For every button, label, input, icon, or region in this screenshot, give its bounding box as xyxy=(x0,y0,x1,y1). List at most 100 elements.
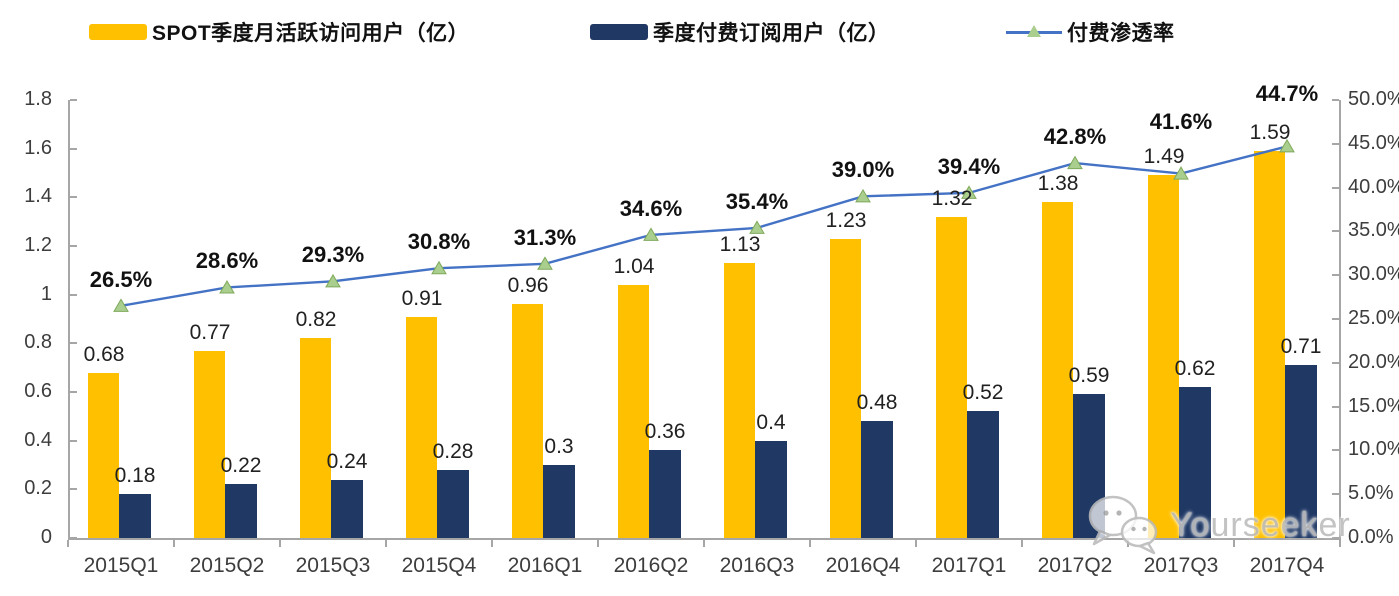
y-axis-right-tick xyxy=(1332,230,1339,233)
y-axis-left-tick xyxy=(70,342,77,345)
bar-mau xyxy=(300,338,331,538)
bar-subs-value-label: 0.59 xyxy=(1068,364,1110,388)
y-axis-right-tick xyxy=(1332,493,1339,496)
penetration-percent-label: 35.4% xyxy=(725,188,789,214)
x-axis-tick xyxy=(1233,540,1235,547)
x-axis-label: 2017Q3 xyxy=(1143,554,1219,577)
x-axis-label: 2017Q4 xyxy=(1249,554,1325,577)
bar-subs xyxy=(225,484,257,538)
y-axis-left-tick xyxy=(70,147,77,150)
y-axis-left-label: 1.6 xyxy=(24,136,52,159)
y-axis-right xyxy=(1339,100,1341,538)
y-axis-left-label: 0.6 xyxy=(24,380,52,402)
x-axis-tick xyxy=(597,540,599,547)
bar-mau xyxy=(194,350,225,538)
x-axis-label: 2017Q2 xyxy=(1037,554,1113,577)
bar-subs-value-label: 0.71 xyxy=(1280,335,1322,359)
legend-label: 付费渗透率 xyxy=(1067,22,1175,45)
x-axis-label: 2015Q4 xyxy=(401,554,477,577)
bar-mau-value-label: 1.23 xyxy=(825,208,867,232)
triangle-marker-icon xyxy=(855,188,871,203)
bar-mau xyxy=(512,304,543,538)
y-axis-left-tick xyxy=(70,439,77,442)
triangle-marker-icon xyxy=(537,256,553,270)
legend-item-0: SPOT季度月活跃访问用户（亿） xyxy=(89,20,469,45)
y-axis-right-tick xyxy=(1332,142,1339,145)
y-axis-left-tick xyxy=(70,488,77,491)
y-axis-left-label: 1.2 xyxy=(24,234,52,256)
y-axis-right-tick xyxy=(1332,361,1339,364)
penetration-percent-label: 31.3% xyxy=(513,224,577,250)
bar-subs xyxy=(861,421,893,538)
x-axis-label: 2015Q3 xyxy=(295,554,371,577)
y-axis-right-tick xyxy=(1332,274,1339,277)
y-axis-right-tick xyxy=(1332,537,1339,539)
bar-subs-value-label: 0.28 xyxy=(432,439,474,463)
bar-mau-value-label: 0.68 xyxy=(83,342,125,366)
y-axis-left-label: 0.2 xyxy=(24,477,52,500)
y-axis-right-tick xyxy=(1332,318,1339,320)
bar-subs-value-label: 0.3 xyxy=(544,435,574,458)
legend-label: 季度付费订阅用户（亿） xyxy=(653,22,890,45)
y-axis-left-label: 0.4 xyxy=(24,428,52,451)
bar-subs-value-label: 0.22 xyxy=(220,454,262,478)
bar-subs xyxy=(649,450,681,538)
bar-mau-value-label: 1.32 xyxy=(931,186,973,210)
bar-subs-value-label: 0.4 xyxy=(756,410,786,434)
legend-swatch-icon xyxy=(89,24,147,40)
triangle-marker-icon xyxy=(431,260,447,275)
y-axis-left-tick xyxy=(70,196,77,199)
x-axis xyxy=(68,538,1341,540)
bar-mau-value-label: 0.96 xyxy=(507,274,549,298)
bar-mau-value-label: 1.38 xyxy=(1037,172,1079,196)
y-axis-right-label: 50.0% xyxy=(1348,88,1399,110)
bar-mau-value-label: 1.04 xyxy=(613,254,655,278)
y-axis-right-label: 25.0% xyxy=(1348,307,1399,329)
y-axis-right-label: 0.0% xyxy=(1348,526,1394,548)
bar-mau-value-label: 0.77 xyxy=(189,320,231,344)
triangle-marker-icon xyxy=(643,227,659,241)
y-axis-left-tick xyxy=(70,293,77,296)
y-axis-left-label: 1.8 xyxy=(24,88,52,110)
bar-subs-value-label: 0.48 xyxy=(856,391,898,415)
x-axis-tick xyxy=(67,540,69,547)
x-axis-tick xyxy=(809,540,811,547)
penetration-percent-label: 30.8% xyxy=(407,229,471,255)
y-axis-right-label: 30.0% xyxy=(1348,263,1399,286)
bar-subs-value-label: 0.24 xyxy=(326,449,368,473)
bar-subs xyxy=(331,479,363,538)
x-axis-label: 2016Q4 xyxy=(825,554,901,577)
bar-subs xyxy=(1179,387,1211,538)
y-axis-right-tick xyxy=(1332,186,1339,189)
bar-mau xyxy=(724,263,755,538)
bar-subs xyxy=(543,465,575,538)
bar-subs-value-label: 0.36 xyxy=(644,420,686,444)
legend-item-1: 季度付费订阅用户（亿） xyxy=(590,20,890,45)
y-axis-right-label: 5.0% xyxy=(1348,482,1394,505)
penetration-percent-label: 28.6% xyxy=(195,248,259,274)
x-axis-tick xyxy=(1021,540,1023,547)
x-axis-label: 2015Q2 xyxy=(189,554,265,577)
bar-mau-value-label: 0.82 xyxy=(295,308,337,332)
y-axis-right-tick xyxy=(1332,99,1339,101)
x-axis-label: 2015Q1 xyxy=(83,554,159,577)
bar-mau-value-label: 1.13 xyxy=(719,233,761,257)
y-axis-left-tick xyxy=(70,537,77,539)
triangle-marker-icon xyxy=(325,273,341,288)
triangle-marker-icon xyxy=(1067,155,1083,170)
x-axis-tick xyxy=(385,540,387,547)
penetration-percent-label: 39.0% xyxy=(831,157,895,183)
bar-mau-value-label: 1.49 xyxy=(1143,145,1185,169)
y-axis-left xyxy=(68,100,70,538)
x-axis-label: 2016Q1 xyxy=(507,554,583,577)
x-axis-tick xyxy=(491,540,493,547)
penetration-percent-label: 29.3% xyxy=(301,242,365,268)
penetration-percent-label: 42.8% xyxy=(1043,124,1107,150)
bar-mau xyxy=(830,238,861,538)
bar-subs xyxy=(755,440,787,538)
x-axis-label: 2017Q1 xyxy=(931,554,1007,577)
x-axis-tick xyxy=(915,540,917,547)
y-axis-left-tick xyxy=(70,391,77,393)
bar-mau xyxy=(618,284,649,538)
y-axis-left-label: 1.4 xyxy=(24,185,52,208)
